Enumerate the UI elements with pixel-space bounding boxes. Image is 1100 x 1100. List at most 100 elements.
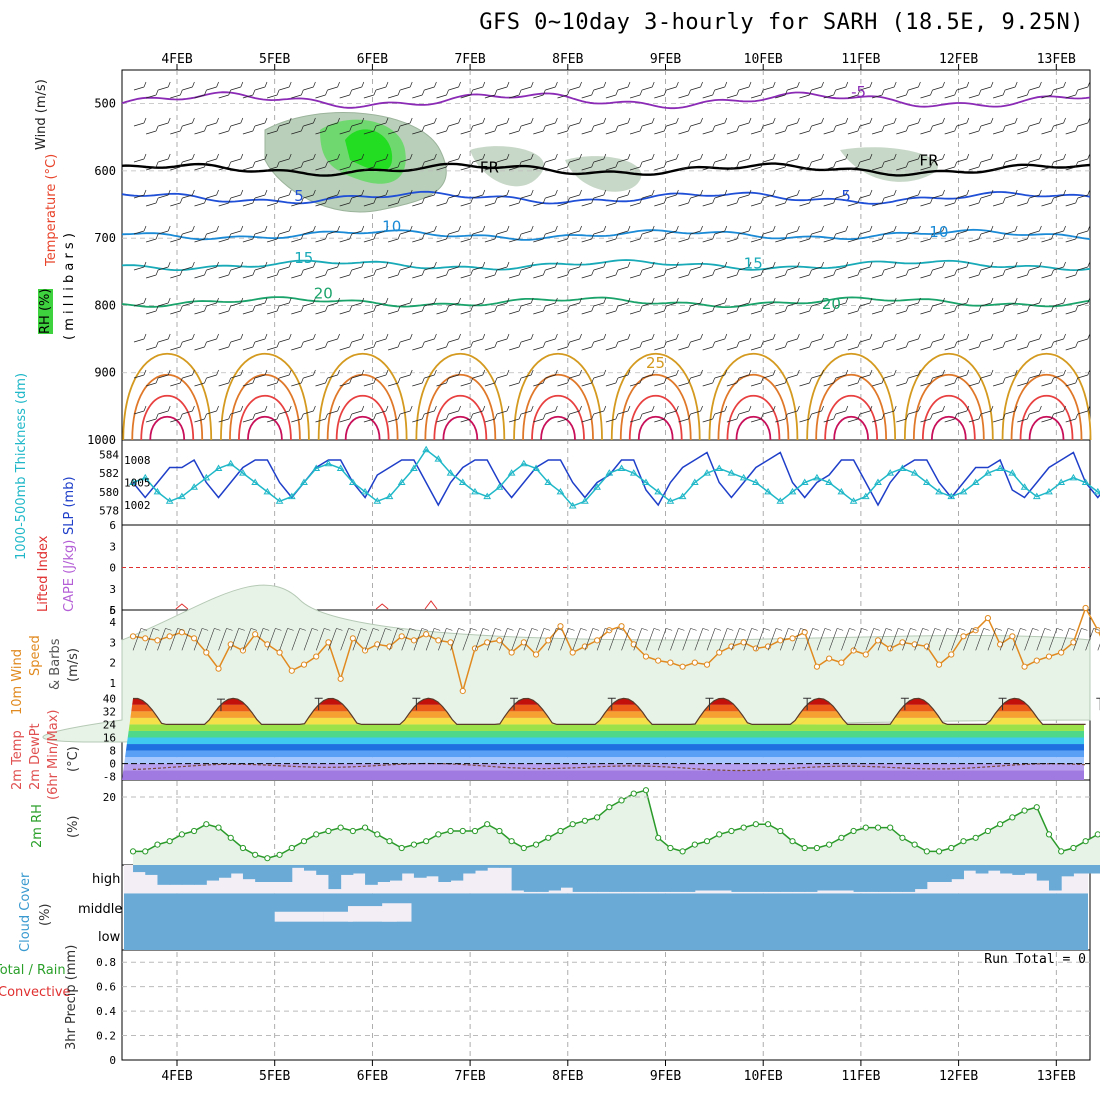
wind-barb: [1041, 125, 1054, 135]
wind-barb: [508, 413, 522, 423]
wind-barb: [375, 333, 389, 343]
isotherm-warm-arc: [531, 394, 585, 441]
wind-barb: [254, 153, 268, 163]
wind-barb: [460, 233, 474, 243]
isotherm-warm-arc: [708, 352, 799, 441]
wind-barb: [799, 197, 812, 207]
wind10-barb: [926, 628, 941, 651]
wind10-barb: [413, 628, 429, 651]
rh2m-line-point: [410, 841, 418, 848]
wind10-barb: [560, 628, 575, 651]
wind-barb: [400, 117, 413, 127]
wind-barb: [884, 225, 897, 235]
wind-barb: [1041, 341, 1054, 351]
wind-barb: [1077, 297, 1091, 307]
wind-barb: [496, 225, 510, 235]
wind-barb: [387, 269, 401, 279]
rh2m-line-point: [386, 838, 393, 845]
wind-barb: [327, 261, 340, 271]
wind-barb: [617, 297, 631, 307]
wind-barb: [775, 269, 788, 279]
wind-barb: [847, 413, 861, 423]
wind-barb: [593, 333, 607, 343]
thickness-line-point: [776, 497, 785, 504]
wind-barb: [690, 81, 703, 91]
wind10-line-point: [459, 687, 466, 695]
cloud-high-bar: [670, 865, 684, 892]
wind-barb: [472, 297, 486, 307]
wind-barb: [763, 189, 776, 199]
thickness-line-point: [251, 478, 260, 485]
wind-barb: [629, 377, 643, 387]
wind-barb: [823, 341, 837, 351]
wind-barb: [315, 305, 328, 315]
wind-barb: [799, 161, 812, 171]
wind10-line-point: [276, 649, 283, 656]
wind-barb: [194, 233, 207, 243]
wind-barb: [847, 197, 861, 207]
wind10-barb: [364, 628, 380, 651]
contour-label: -5: [851, 83, 866, 101]
wind-barb: [920, 413, 933, 423]
cloud-high-bar: [853, 865, 867, 892]
wind-barb: [230, 225, 244, 235]
wind-barb: [629, 125, 643, 135]
wind-barb: [133, 81, 147, 91]
rh2m-line-point: [435, 831, 442, 838]
thickness-line-point: [507, 469, 516, 476]
wind10-line-point: [423, 631, 430, 638]
rh2m-line-point: [789, 838, 796, 845]
wind-barb: [593, 189, 607, 199]
wind-barb: [339, 233, 353, 243]
wind10-barb: [792, 628, 807, 651]
date-label-top: 5FEB: [259, 52, 290, 67]
wind-barb: [871, 413, 885, 423]
wind-barb: [968, 197, 982, 207]
rh2m-line-point: [642, 787, 650, 794]
wind-barb: [339, 305, 353, 315]
wind-barb: [351, 369, 365, 379]
wind-barb: [702, 341, 716, 351]
isotherm-warm-arc: [424, 373, 497, 441]
isotherm-warm-arc: [433, 394, 488, 441]
wind-barb: [750, 377, 764, 387]
cloud-high-bar: [438, 865, 452, 882]
cloud-high-bar: [1024, 865, 1038, 874]
wind-barb: [339, 413, 353, 423]
wind-barb: [521, 117, 534, 127]
wind-barb: [436, 413, 449, 423]
wind-barb: [1077, 117, 1091, 127]
wind-barb: [1029, 189, 1042, 199]
rh2m-line-point: [166, 838, 173, 845]
wind-barb: [714, 297, 728, 307]
wind-barb: [1041, 89, 1054, 99]
wind-barb: [484, 305, 498, 315]
upper-temp-label: Temperature (°C): [44, 153, 59, 266]
wind10-line-point: [1058, 649, 1065, 656]
precip-ytick: 0.4: [96, 1005, 116, 1018]
wind-barb: [847, 233, 861, 243]
wind-barb: [992, 413, 1006, 423]
wind-barb: [412, 233, 425, 243]
wind-barb: [145, 269, 159, 279]
wind-barb: [242, 197, 256, 207]
wind-barb: [279, 117, 292, 127]
wind-barb: [823, 89, 837, 99]
wind-barb: [303, 81, 316, 91]
wind-barb: [642, 333, 655, 343]
cloud-high-bar: [682, 865, 696, 892]
wind-barb: [896, 377, 909, 387]
thickness-line-point: [422, 445, 431, 453]
thickness-line-point: [1008, 469, 1017, 476]
temp-band: [122, 744, 1084, 751]
thickness-ytick: 584: [99, 448, 119, 461]
cloud-high-bar: [1048, 865, 1062, 891]
thickness-line-point: [300, 478, 308, 485]
date-label-bottom: 13FEB: [1037, 1069, 1076, 1084]
wind-barb: [1041, 161, 1054, 171]
wind-barb: [158, 189, 171, 199]
wind-barb: [170, 125, 183, 135]
wind-barb: [714, 405, 728, 415]
wind-barb: [581, 341, 595, 351]
rh2m-line-point: [801, 844, 808, 852]
